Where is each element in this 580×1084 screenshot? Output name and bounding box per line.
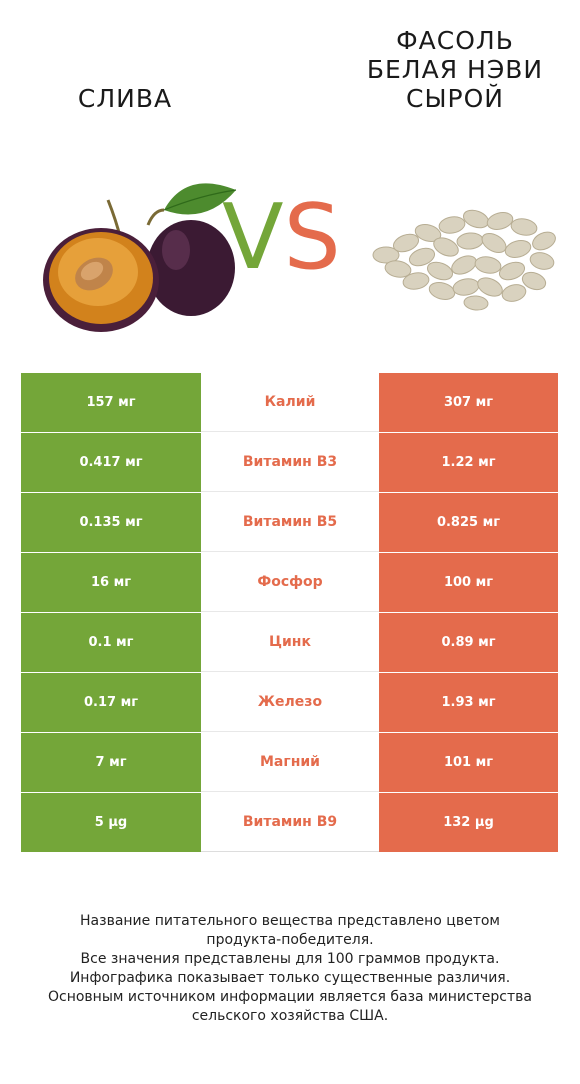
footer-line: Все значения представлены для 100 граммо… [80, 951, 500, 967]
right-title-line-2: БЕЛАЯ НЭВИ [366, 55, 544, 84]
right-value-cell: 0.89 мг [379, 613, 558, 672]
plum-image [43, 183, 237, 332]
right-value-cell: 132 µg [379, 793, 558, 852]
table-row: 0.135 мг Витамин B5 0.825 мг [21, 493, 558, 553]
nutrient-name-cell: Магний [201, 733, 379, 792]
table-row: 157 мг Калий 307 мг [21, 373, 558, 433]
footer-line: Основным источником информации является … [48, 989, 532, 1005]
right-value-cell: 307 мг [379, 373, 558, 432]
left-value-cell: 0.1 мг [21, 613, 201, 672]
right-value-cell: 101 мг [379, 733, 558, 792]
table-row: 0.417 мг Витамин B3 1.22 мг [21, 433, 558, 493]
nutrient-name-cell: Витамин B3 [201, 433, 379, 492]
right-value-cell: 100 мг [379, 553, 558, 612]
right-title-line-3: СЫРОЙ [406, 84, 504, 113]
left-product-title: СЛИВА [77, 84, 173, 113]
left-value-cell: 0.417 мг [21, 433, 201, 492]
footer-line: Название питательного вещества представл… [80, 913, 500, 929]
table-row: 0.17 мг Железо 1.93 мг [21, 673, 558, 733]
nutrient-name-cell: Витамин B5 [201, 493, 379, 552]
left-value-cell: 5 µg [21, 793, 201, 852]
right-product-title: ФАСОЛЬ БЕЛАЯ НЭВИ СЫРОЙ [350, 26, 560, 113]
table-row: 16 мг Фосфор 100 мг [21, 553, 558, 613]
left-value-cell: 0.17 мг [21, 673, 201, 732]
footer-notes: Название питательного вещества представл… [10, 912, 570, 1026]
table-row: 0.1 мг Цинк 0.89 мг [21, 613, 558, 673]
footer-line: Инфографика показывает только существенн… [69, 970, 511, 986]
footer-line: сельского хозяйства США. [191, 1008, 389, 1024]
nutrient-name-cell: Калий [201, 373, 379, 432]
right-value-cell: 0.825 мг [379, 493, 558, 552]
vs-label: VS [222, 188, 341, 288]
left-value-cell: 16 мг [21, 553, 201, 612]
nutrient-name-cell: Железо [201, 673, 379, 732]
left-value-cell: 7 мг [21, 733, 201, 792]
left-value-cell: 0.135 мг [21, 493, 201, 552]
white-beans-image [372, 209, 556, 311]
nutrient-name-cell: Цинк [201, 613, 379, 672]
nutrient-name-cell: Витамин B9 [201, 793, 379, 852]
footer-line: продукта-победителя. [206, 932, 374, 948]
right-value-cell: 1.93 мг [379, 673, 558, 732]
right-title-line-1: ФАСОЛЬ [396, 26, 514, 55]
nutrient-comparison-table: 157 мг Калий 307 мг 0.417 мг Витамин B3 … [21, 373, 558, 853]
table-row: 7 мг Магний 101 мг [21, 733, 558, 793]
nutrient-name-cell: Фосфор [201, 553, 379, 612]
left-value-cell: 157 мг [21, 373, 201, 432]
right-value-cell: 1.22 мг [379, 433, 558, 492]
vs-s-letter: S [283, 185, 341, 290]
table-row: 5 µg Витамин B9 132 µg [21, 793, 558, 853]
vs-v-letter: V [222, 185, 284, 290]
